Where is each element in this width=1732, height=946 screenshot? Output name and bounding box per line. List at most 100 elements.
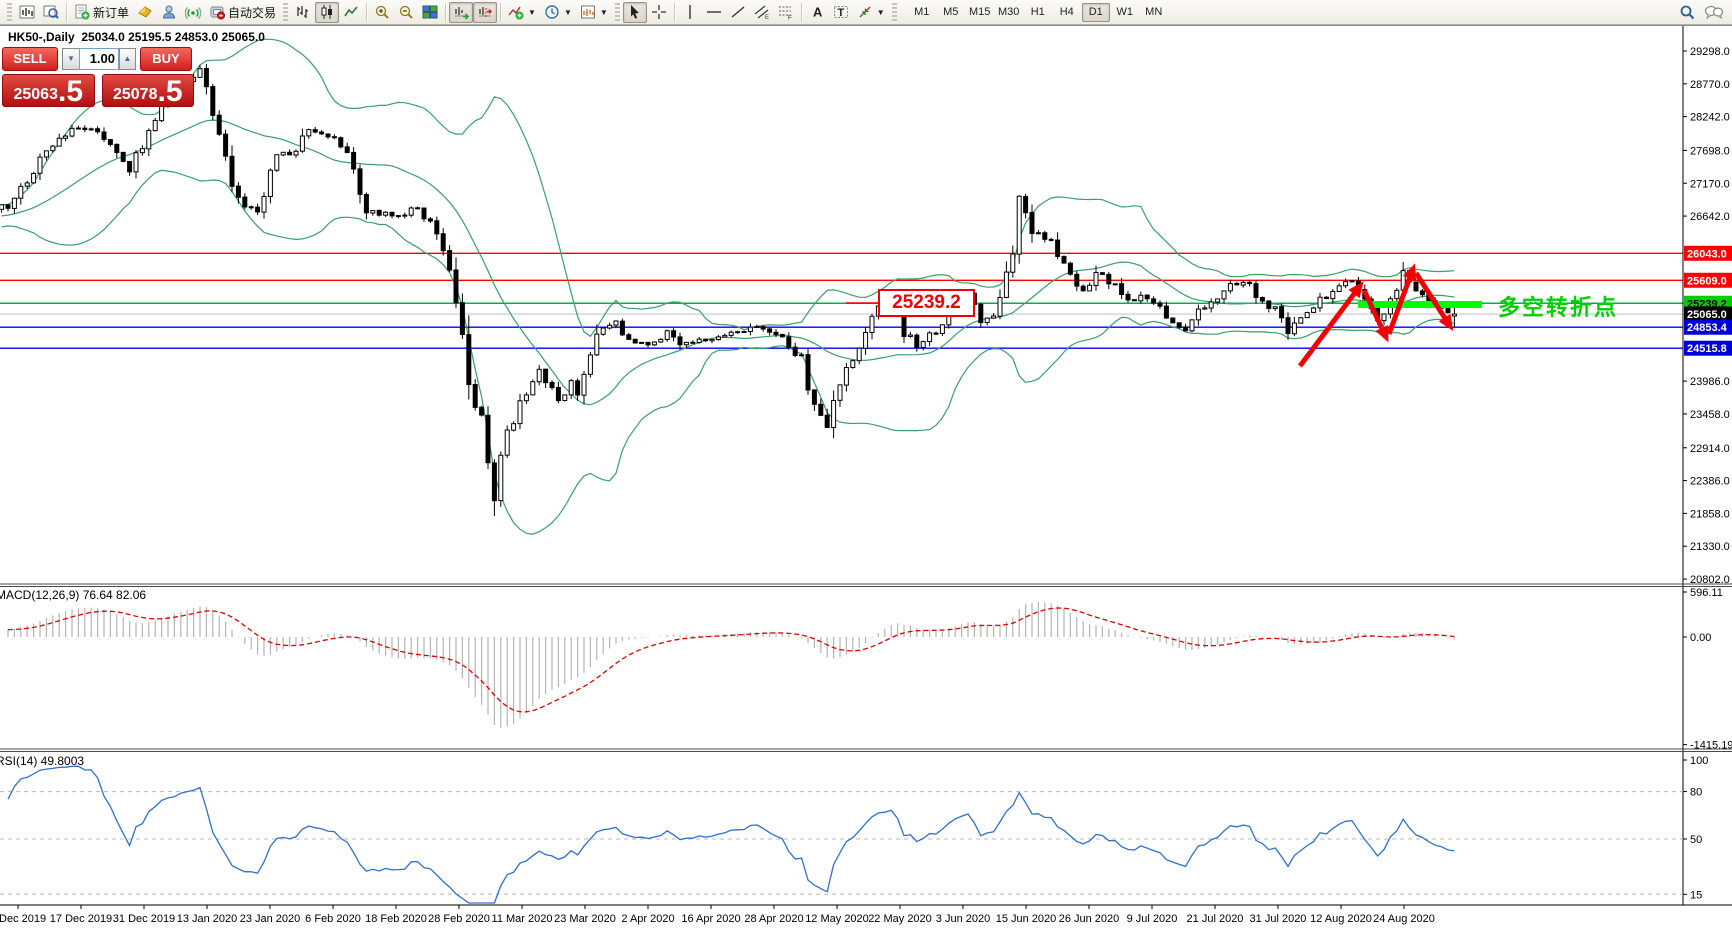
crosshair-button[interactable] xyxy=(647,2,671,23)
bar-chart-button[interactable] xyxy=(291,2,315,23)
auto-scroll-button[interactable] xyxy=(449,1,474,23)
volume-increase-button[interactable]: ▲ xyxy=(119,47,136,70)
trendline-button[interactable] xyxy=(726,2,750,23)
price-tick-label: 26642.0 xyxy=(1690,211,1730,223)
volume-input[interactable] xyxy=(79,47,119,70)
chat-button[interactable] xyxy=(1700,2,1728,23)
channel-button[interactable]: E xyxy=(750,2,774,23)
rsi-line xyxy=(7,765,1455,904)
chart-plot[interactable]: 29298.0 28770.0 28242.0 27698.0 27170.0 26642… xyxy=(0,26,1732,946)
candlestick-button[interactable] xyxy=(315,1,340,23)
price-tick-label: 22914.0 xyxy=(1690,443,1730,455)
line-chart-button[interactable] xyxy=(339,2,363,23)
vertical-line-button[interactable] xyxy=(678,2,702,23)
chart-shift-button[interactable] xyxy=(473,1,498,23)
metaeditor-button[interactable] xyxy=(133,2,157,23)
buy-button[interactable]: BUY xyxy=(140,46,192,71)
svg-text:24853.4: 24853.4 xyxy=(1687,322,1728,334)
date-label: 12 May 2020 xyxy=(805,913,869,925)
line-chart-icon xyxy=(344,6,358,17)
svg-text:F: F xyxy=(788,15,792,21)
text-label-button[interactable]: T xyxy=(829,2,853,23)
toolbar-separator xyxy=(66,2,67,22)
sell-price-panel[interactable]: 25063.5 xyxy=(2,74,95,107)
macd-axis-label: 596.11 xyxy=(1690,587,1723,599)
toolbar-grip[interactable] xyxy=(614,3,620,21)
svg-text:25609.0: 25609.0 xyxy=(1687,275,1727,287)
search-button[interactable] xyxy=(1675,2,1700,23)
price-level-callout[interactable]: 25239.2 xyxy=(878,289,975,317)
price-axis: 29298.0 28770.0 28242.0 27698.0 27170.0 26642… xyxy=(1682,26,1732,905)
axis-badge-26043.0: 26043.0 xyxy=(1684,245,1732,261)
date-label: 31 Dec 2019 xyxy=(113,913,175,925)
tf-button-M15[interactable]: M15 xyxy=(969,6,991,18)
navigator-button[interactable] xyxy=(157,2,181,23)
zoom-in-button[interactable] xyxy=(370,2,394,23)
date-label: 18 Feb 2020 xyxy=(365,913,427,925)
toolbar-grip[interactable] xyxy=(7,3,12,21)
volume-decrease-button[interactable]: ▼ xyxy=(62,47,79,70)
rsi-axis-label: 100 xyxy=(1690,755,1708,767)
one-click-trading-panel: SELL ▼ ▲ BUY 25063.5 25078.5 xyxy=(2,46,194,107)
price-tick-label: 29298.0 xyxy=(1690,46,1730,58)
metaeditor-icon xyxy=(138,6,152,18)
tf-button-H4[interactable]: H4 xyxy=(1059,6,1074,18)
zoom-out-button[interactable] xyxy=(394,2,418,23)
toolbar-grip[interactable] xyxy=(891,3,897,21)
buy-price-panel[interactable]: 25078.5 xyxy=(101,74,194,107)
date-label: 28 Apr 2020 xyxy=(744,913,803,925)
bar-chart-icon xyxy=(297,6,309,18)
buy-price-main: 25078 xyxy=(112,86,158,103)
profiles-button[interactable] xyxy=(39,2,63,23)
horizontal-line-icon xyxy=(706,11,721,13)
autotrading-icon xyxy=(210,6,226,20)
zoom-in-icon xyxy=(375,5,389,19)
indicators-button[interactable]: ▼ xyxy=(504,2,540,23)
toolbar-grip[interactable] xyxy=(283,3,289,21)
svg-text:E: E xyxy=(765,15,769,20)
tile-windows-button[interactable] xyxy=(418,2,442,23)
autotrading-button[interactable]: 自动交易 xyxy=(205,2,280,23)
price-tick-label: 27170.0 xyxy=(1690,178,1730,190)
tf-button-M30[interactable]: M30 xyxy=(998,6,1020,18)
tf-button-M1[interactable]: M1 xyxy=(914,6,930,18)
date-label: 11 Mar 2020 xyxy=(492,913,553,925)
chart-ohlc-values: 25034.0 25195.5 24853.0 25065.0 xyxy=(81,30,265,44)
chart-window: 29298.0 28770.0 28242.0 27698.0 27170.0 26642… xyxy=(0,25,1732,945)
new-order-button[interactable]: 新订单 xyxy=(70,2,133,23)
autotrading-label: 自动交易 xyxy=(228,5,277,20)
indicators-icon xyxy=(508,6,524,20)
cursor-button[interactable] xyxy=(622,1,647,23)
annotations-layer[interactable] xyxy=(846,263,1482,368)
date-label: 3 Jun 2020 xyxy=(936,913,990,925)
tf-button-M5[interactable]: M5 xyxy=(943,6,959,18)
tf-button-D1[interactable]: D1 xyxy=(1081,2,1110,22)
new-chart-button[interactable] xyxy=(15,2,39,23)
tf-button-H1[interactable]: H1 xyxy=(1030,6,1045,18)
tf-button-W1[interactable]: W1 xyxy=(1116,6,1133,18)
date-label: 24 Aug 2020 xyxy=(1373,913,1435,925)
arrows-button[interactable]: ▼ xyxy=(853,2,889,23)
horizontal-line-button[interactable] xyxy=(702,2,726,23)
templates-button[interactable]: ▼ xyxy=(576,2,612,23)
price-tick-label: 27698.0 xyxy=(1690,145,1730,157)
turning-point-label[interactable]: 多空转折点 xyxy=(1498,295,1619,320)
pane-separators[interactable] xyxy=(0,583,1732,906)
svg-text:26043.0: 26043.0 xyxy=(1687,248,1727,260)
zoom-out-icon xyxy=(399,5,413,19)
tf-button-MN[interactable]: MN xyxy=(1145,6,1163,18)
svg-text:24515.8: 24515.8 xyxy=(1687,343,1727,355)
toolbar-separator xyxy=(800,2,802,22)
price-tick-label: 22386.0 xyxy=(1690,476,1730,488)
periods-button[interactable]: ▼ xyxy=(540,2,576,23)
timeframe-toolbar: M1 M5 M15 M30 H1 H4 D1 W1 MN xyxy=(908,2,1168,22)
toolbar-separator xyxy=(366,2,368,22)
sell-button[interactable]: SELL xyxy=(2,46,58,71)
text-button[interactable]: A xyxy=(805,2,829,23)
signals-button[interactable] xyxy=(181,2,205,23)
auto-scroll-icon xyxy=(455,7,470,20)
date-label: 2 Apr 2020 xyxy=(621,913,674,925)
macd-axis-label: -1415.19 xyxy=(1690,740,1732,752)
bollinger-lower xyxy=(1,169,1455,535)
fibonacci-button[interactable]: F xyxy=(774,2,798,23)
